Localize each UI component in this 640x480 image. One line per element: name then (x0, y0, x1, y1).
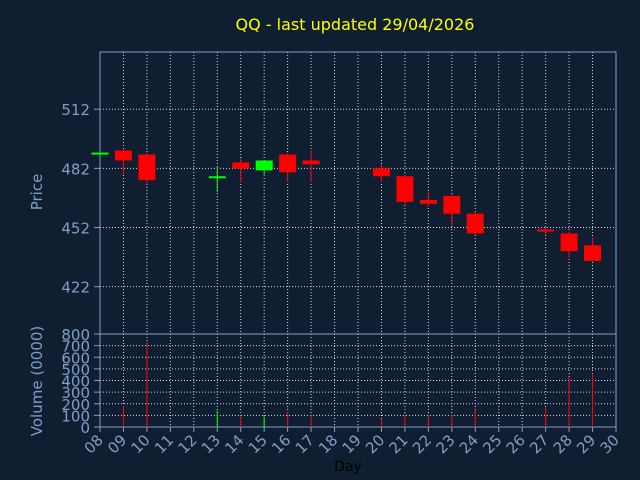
volume-tick-label: 500 (61, 361, 90, 379)
candle (114, 148, 132, 175)
candle (396, 174, 414, 204)
volume-tick-label: 100 (61, 407, 90, 425)
volume-tick-label: 0 (80, 419, 90, 437)
volume-tick-label: 700 (61, 338, 90, 356)
candle (91, 152, 109, 157)
candle-body (419, 199, 437, 204)
volume-tick-label: 400 (61, 373, 90, 391)
day-axis-label: Day (334, 459, 362, 475)
candle (232, 158, 250, 183)
candle (279, 152, 297, 183)
candle-body (584, 245, 602, 262)
candle-body (91, 152, 109, 155)
candle-body (560, 233, 578, 252)
candle (560, 231, 578, 258)
candle-body (279, 154, 297, 173)
candle (138, 152, 156, 185)
price-axis-label: Price (28, 174, 46, 211)
candle (372, 164, 390, 183)
candle-body (232, 162, 250, 169)
candle-body (466, 213, 484, 234)
price-tick-label: 422 (61, 279, 90, 297)
candle-body (255, 160, 273, 171)
candle (208, 166, 226, 193)
volume-tick-label: 600 (61, 349, 90, 367)
candle (584, 237, 602, 262)
volume-axis-label: Volume (0000) (28, 326, 46, 436)
price-tick-label: 512 (61, 101, 90, 119)
candle-body (372, 168, 390, 177)
candle-body (208, 176, 226, 179)
price-panel: 422 452 482 512 (61, 51, 617, 335)
candle-body (114, 150, 132, 161)
price-tick-label: 482 (61, 160, 90, 178)
candle-body (138, 154, 156, 181)
price-tick-label: 452 (61, 220, 90, 238)
candle (466, 211, 484, 236)
candle-body (396, 176, 414, 202)
candle (302, 150, 320, 183)
candle-body (443, 195, 461, 214)
volume-tick-label: 300 (61, 384, 90, 402)
volume-tick-label: 200 (61, 396, 90, 414)
volume-tick-label: 800 (61, 326, 90, 344)
candle-body (537, 229, 555, 232)
candle-body (302, 160, 320, 165)
candle (255, 160, 273, 175)
candle (443, 193, 461, 226)
chart-title: QQ - last updated 29/04/2026 (236, 15, 475, 34)
candle (419, 192, 437, 206)
candle (537, 227, 555, 236)
